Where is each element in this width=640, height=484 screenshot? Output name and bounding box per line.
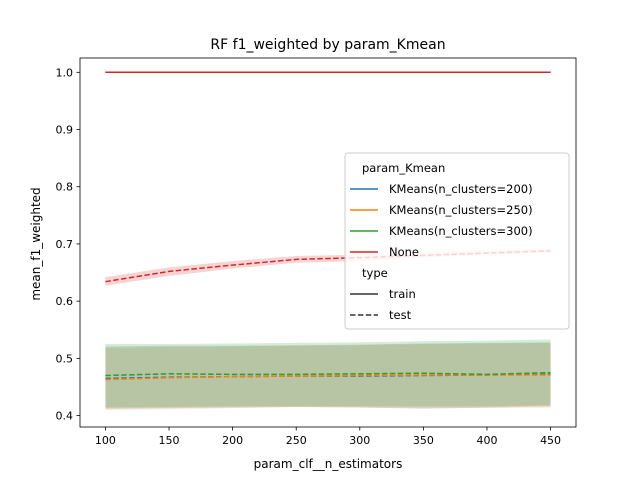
y-tick-label: 0.4: [56, 410, 74, 423]
legend-entry-kmeans-n-clusters-250: KMeans(n_clusters=250): [389, 203, 533, 217]
y-tick-label: 0.7: [56, 238, 74, 251]
legend-title-hue: param_Kmean: [362, 161, 445, 175]
x-tick-label: 100: [95, 434, 116, 447]
x-tick-label: 300: [349, 434, 370, 447]
legend-entry-kmeans-n-clusters-300: KMeans(n_clusters=300): [389, 224, 533, 238]
legend-entry-test: test: [389, 308, 412, 322]
y-tick-label: 0.5: [56, 352, 74, 365]
legend-box: [344, 152, 570, 330]
x-tick-label: 350: [413, 434, 434, 447]
x-axis-label: param_clf__n_estimators: [254, 457, 403, 471]
x-tick-label: 450: [540, 434, 561, 447]
x-tick-label: 200: [222, 434, 243, 447]
legend: param_Kmean KMeans(n_clusters=200) KMeans(…: [344, 152, 570, 330]
axes-frame: [79, 57, 577, 428]
axes: 100 150 200 250 300 350 400 450 0.4 0.5 0.6 0.7 0.8 0…: [56, 57, 577, 447]
y-tick-label: 0.8: [56, 181, 74, 194]
x-tick-label: 400: [476, 434, 497, 447]
y-tick-label: 1.0: [56, 66, 74, 79]
legend-entry-none: None: [389, 245, 419, 259]
legend-entry-train: train: [389, 287, 416, 301]
legend-entry-kmeans-n-clusters-200: KMeans(n_clusters=200): [389, 182, 533, 196]
chart-title: RF f1_weighted by param_Kmean: [210, 37, 445, 53]
plot-area: [105, 71, 551, 410]
legend-title-style: type: [362, 266, 388, 280]
series-line-test-kmeans-n-clusters-300: [105, 371, 551, 377]
x-tick-label: 250: [286, 434, 307, 447]
y-axis-label: mean_f1_weighted: [29, 187, 43, 300]
y-tick-label: 0.9: [56, 124, 74, 137]
series-line-test-kmeans-n-clusters-250: [105, 374, 551, 381]
y-tick-label: 0.6: [56, 295, 74, 308]
x-tick-label: 150: [159, 434, 180, 447]
